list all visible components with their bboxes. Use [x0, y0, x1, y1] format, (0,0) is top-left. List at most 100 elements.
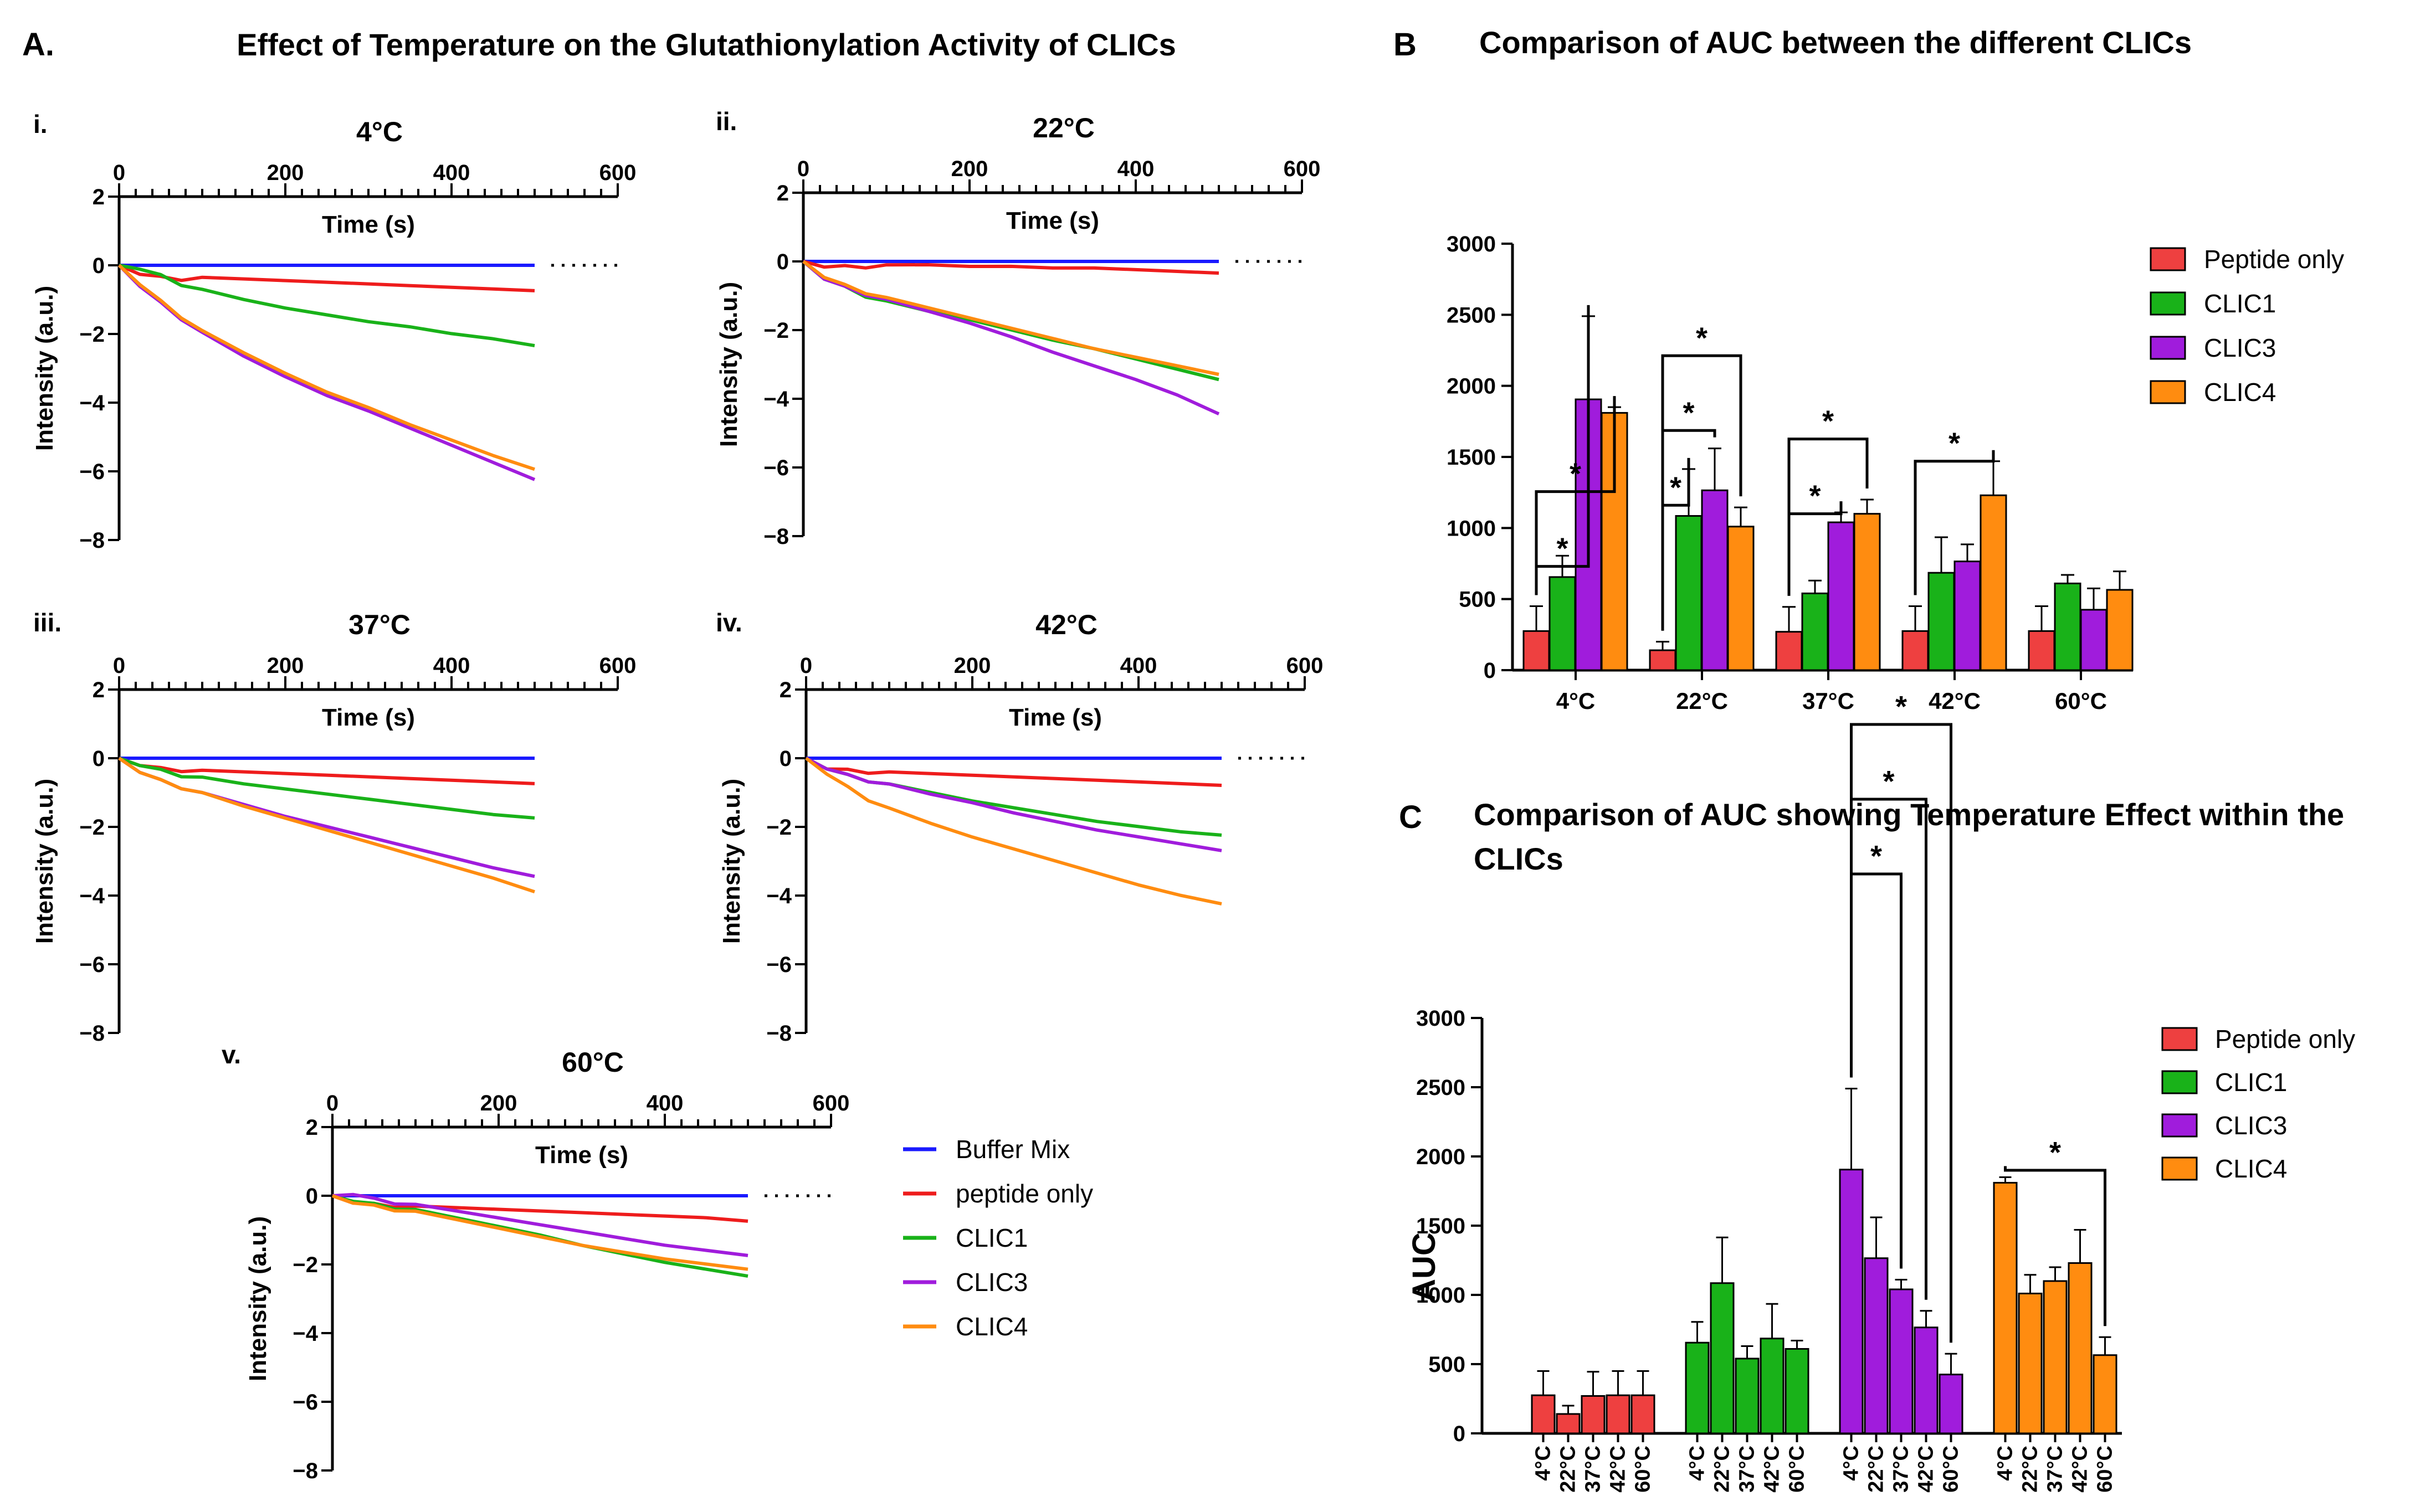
x-tick-label: 400	[647, 1091, 684, 1115]
legend-label-clic1: CLIC1	[2204, 289, 2276, 318]
x-tick-label: 42°C	[1607, 1446, 1630, 1493]
bar-peptide-only	[1531, 1394, 1556, 1434]
bar-peptide-only	[1649, 649, 1676, 671]
legend-swatch-peptide-only	[2150, 247, 2186, 271]
y-tick-label: 2500	[1447, 303, 1496, 327]
significance-bracket	[1661, 354, 1742, 631]
bar-peptide-only	[1606, 1394, 1630, 1434]
bar-clic3	[2080, 609, 2108, 671]
x-tick-label: 400	[433, 654, 470, 678]
legend-label-clic1: CLIC1	[956, 1223, 1028, 1252]
series-line-clic3	[805, 757, 1222, 852]
subplot-title: 4°C	[356, 116, 403, 147]
x-tick-label: 22°C	[1557, 1446, 1580, 1493]
panel-sub-label: v.	[222, 1040, 241, 1069]
series-line-clic3	[802, 260, 1220, 416]
y-tick-label: 2	[777, 181, 789, 205]
subplot-title: 37°C	[348, 609, 411, 640]
error-bar-peptide-only	[1587, 1371, 1599, 1396]
x-tick-label: 0	[113, 161, 125, 185]
x-tick-label: 22°C	[2019, 1446, 2042, 1493]
error-bar-clic4	[2113, 570, 2126, 590]
significance-star: *	[1883, 765, 1894, 798]
y-tick-label: 0	[777, 250, 789, 274]
legend-swatch-clic3	[2150, 336, 2186, 360]
bar-clic1	[1927, 572, 1955, 671]
x-tick-label: 200	[951, 157, 988, 181]
series-line-clic4	[118, 757, 535, 894]
legend-swatch-clic4	[2150, 380, 2186, 404]
x-tick-label: 0	[800, 654, 812, 678]
x-tick-label: 600	[813, 1091, 850, 1115]
bar-clic1	[1548, 576, 1576, 671]
error-bar-clic3	[1961, 543, 1974, 562]
x-tick-label: 600	[1284, 157, 1321, 181]
x-tick-label: 400	[433, 161, 470, 185]
y-tick-label: −6	[766, 953, 792, 977]
x-tick-label: 37°C	[1582, 1446, 1605, 1493]
y-tick-label: 0	[1484, 659, 1496, 683]
y-tick-label: −8	[79, 528, 105, 553]
error-bar-peptide-only	[1782, 606, 1796, 632]
bar-clic4	[2068, 1262, 2093, 1434]
significance-bracket	[1535, 396, 1616, 595]
x-axis-label: Time (s)	[1006, 207, 1099, 234]
y-tick-label: 2	[780, 678, 792, 702]
legend-label-clic4: CLIC4	[956, 1312, 1028, 1341]
y-tick-label: 3000	[1416, 1006, 1465, 1031]
error-bar-clic3	[1895, 1279, 1908, 1289]
panel-sub-label: iii.	[33, 608, 61, 637]
y-tick-label: 500	[1459, 588, 1496, 612]
line-chart-legend: Buffer Mix peptide only CLIC1 CLIC3 CLIC4	[903, 1135, 1093, 1341]
x-axis-label: Time (s)	[1009, 704, 1102, 731]
significance-star: *	[1948, 427, 1960, 460]
legend-swatch-clic3	[2161, 1113, 2198, 1138]
y-tick-label: −6	[79, 953, 105, 977]
y-tick-label: 2000	[1447, 374, 1496, 399]
x-tick-label: 200	[480, 1091, 517, 1115]
y-tick-label: −2	[766, 815, 792, 840]
error-bar-clic4	[2049, 1266, 2062, 1281]
bar-clic1	[2054, 582, 2081, 671]
series-line-clic4	[802, 260, 1219, 376]
significance-star: *	[1809, 480, 1821, 513]
x-tick-label: 600	[599, 161, 637, 185]
y-tick-label: −2	[293, 1253, 318, 1277]
significance-star: *	[1556, 532, 1568, 565]
y-tick-label: −8	[766, 1021, 792, 1046]
bar-clic4	[2106, 589, 2134, 671]
legend-label-clic3: CLIC3	[2204, 333, 2276, 362]
bar-clic1	[1675, 515, 1703, 671]
y-axis-label: Intensity (a.u.)	[244, 1216, 271, 1381]
y-tick-label: 2	[93, 185, 105, 209]
y-tick-label: 2000	[1416, 1145, 1465, 1169]
y-tick-label: 0	[1453, 1422, 1465, 1446]
y-axis-label: Intensity (a.u.)	[31, 286, 58, 451]
significance-star: *	[1870, 840, 1882, 873]
error-bar-peptide-only	[1637, 1370, 1649, 1396]
series-line-clic1	[332, 1194, 748, 1278]
bar-clic1	[1760, 1338, 1785, 1434]
legend-label-clic3: CLIC3	[956, 1268, 1028, 1297]
y-tick-label: 2	[93, 678, 105, 702]
bar-clic4	[1601, 412, 1628, 671]
y-tick-label: −4	[79, 391, 105, 415]
error-bar-clic1	[1691, 1321, 1704, 1343]
error-bar-peptide-only	[1612, 1370, 1624, 1396]
error-bar-clic3	[2087, 587, 2100, 610]
error-bar-clic1	[1741, 1345, 1753, 1359]
bar-peptide-only	[1775, 631, 1803, 671]
y-tick-label: 0	[93, 747, 105, 771]
error-bar-clic4	[1734, 506, 1747, 527]
series-line-clic4	[805, 757, 1222, 906]
bar-clic1	[1735, 1357, 1760, 1434]
x-tick-label: 37°C	[2044, 1446, 2067, 1493]
y-tick-label: 1500	[1447, 445, 1496, 470]
error-bar-clic1	[1766, 1303, 1778, 1339]
x-tick-label: 600	[599, 654, 637, 678]
significance-bracket	[1787, 438, 1869, 596]
